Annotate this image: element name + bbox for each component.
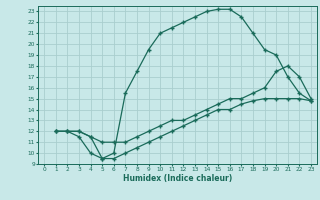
X-axis label: Humidex (Indice chaleur): Humidex (Indice chaleur) <box>123 174 232 183</box>
